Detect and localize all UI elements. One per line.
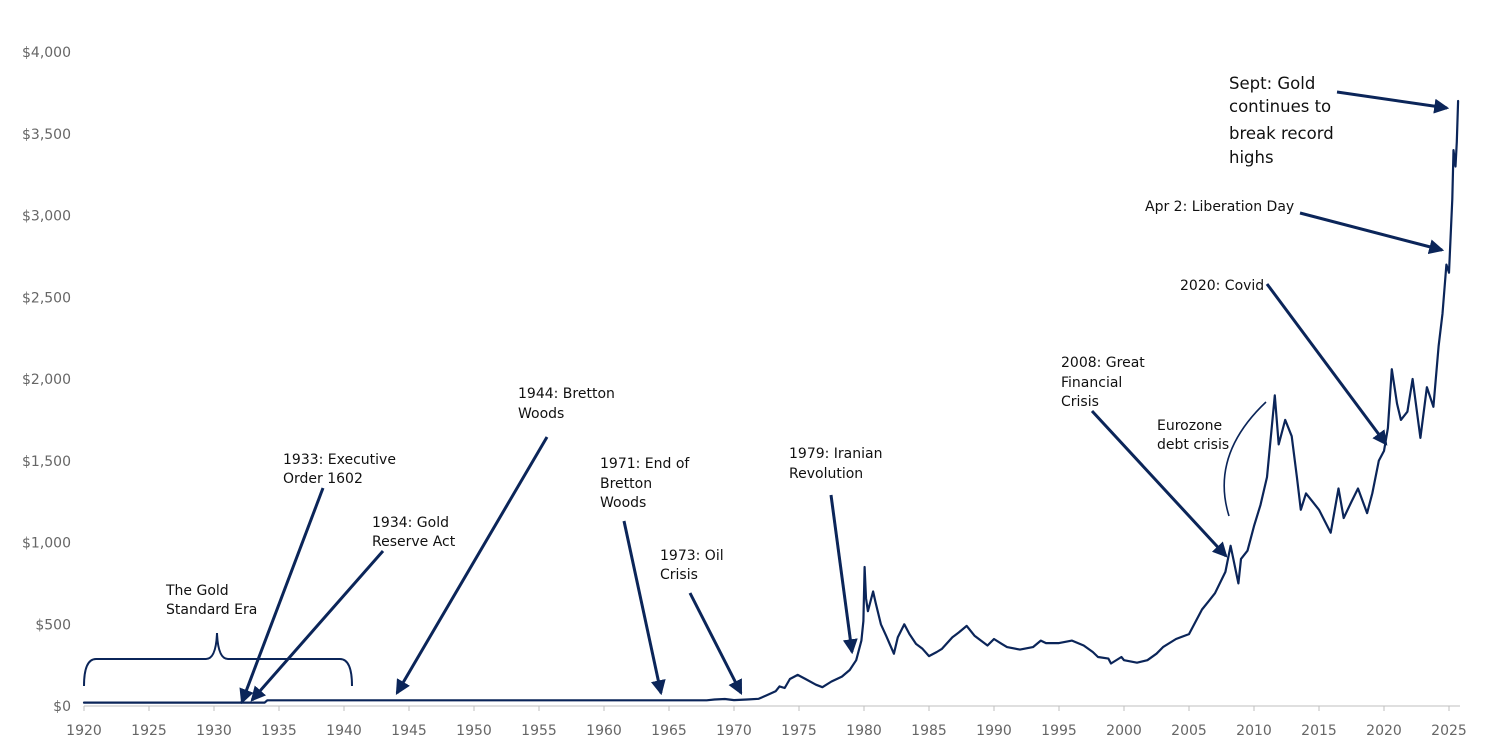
arrow-2008 [1090, 409, 1228, 558]
x-tick-label: 1950 [456, 723, 492, 739]
x-tick-label: 1930 [196, 723, 232, 739]
x-tick-label: 2005 [1171, 723, 1207, 739]
y-tick-label: $4,000 [22, 45, 71, 61]
annotation-1933-executive-order: 1933: Executive Order 1602 [283, 452, 400, 487]
y-tick-label: $2,500 [22, 290, 71, 306]
annotation-eurozone-debt-crisis: Eurozone debt crisis [1157, 418, 1229, 453]
annotation-1973-oil-crisis: 1973: Oil Crisis [660, 548, 728, 583]
x-tick-label: 1945 [391, 723, 427, 739]
x-tick-label: 1965 [651, 723, 687, 739]
x-tick-label: 1940 [326, 723, 362, 739]
x-tick-label: 2000 [1106, 723, 1142, 739]
y-tick-label: $0 [53, 699, 71, 715]
annotation-2008-financial-crisis: 2008: Great Financial Crisis [1061, 355, 1149, 410]
arrow-sept-record [1336, 90, 1450, 114]
y-tick-label: $3,500 [22, 127, 71, 143]
x-tick-label: 2010 [1236, 723, 1272, 739]
x-tick-label: 1960 [586, 723, 622, 739]
gold-standard-era-bracket [83, 632, 353, 687]
y-tick-label: $2,000 [22, 372, 71, 388]
x-tick-label: 1920 [66, 723, 102, 739]
arrow-1973 [688, 592, 743, 696]
x-tick-label: 1935 [261, 723, 297, 739]
x-tick-label: 1985 [911, 723, 947, 739]
annotation-sept-record-highs: Sept: Gold continues to break record hig… [1229, 74, 1339, 167]
annotation-gold-standard-era: The Gold Standard Era [165, 583, 257, 618]
y-tick-label: $1,000 [22, 536, 71, 552]
arrow-1934 [250, 550, 385, 702]
x-tick-label: 1990 [976, 723, 1012, 739]
x-tick-label: 2025 [1431, 723, 1467, 739]
arrow-1971 [622, 520, 666, 696]
x-tick-label: 1970 [716, 723, 752, 739]
x-tick-label: 2015 [1301, 723, 1337, 739]
arrow-1933 [239, 487, 325, 705]
annotation-arrows [239, 90, 1450, 705]
x-tick-label: 2020 [1366, 723, 1402, 739]
x-tick-label: 1980 [846, 723, 882, 739]
y-axis-ticks: $0 $500 $1,000 $1,500 $2,000 $2,500 $3,000 $3,5… [22, 45, 71, 715]
annotation-1979-iranian-revolution: 1979: Iranian Revolution [789, 446, 887, 482]
x-axis-ticks: 1920 1925 1930 1935 1940 1945 1950 1955 1960 1965… [66, 706, 1467, 739]
x-tick-label: 1925 [131, 723, 167, 739]
y-tick-label: $500 [35, 617, 71, 633]
x-tick-label: 1975 [781, 723, 817, 739]
arrow-liberation-day [1299, 211, 1445, 255]
arrow-1944 [395, 436, 549, 695]
x-tick-label: 1955 [521, 723, 557, 739]
y-tick-label: $3,000 [22, 209, 71, 225]
y-tick-label: $1,500 [22, 454, 71, 470]
x-tick-label: 1995 [1041, 723, 1077, 739]
annotation-liberation-day: Apr 2: Liberation Day [1145, 199, 1294, 215]
arrow-1979 [829, 494, 858, 655]
annotation-1934-gold-reserve-act: 1934: Gold Reserve Act [372, 515, 456, 550]
annotation-2020-covid: 2020: Covid [1180, 278, 1264, 294]
annotation-1971-end-of-bretton-woods: 1971: End of Bretton Woods [600, 456, 694, 511]
series-line-gold-price [82, 99, 1460, 704]
annotation-1944-bretton-woods: 1944: Bretton Woods [518, 386, 619, 422]
eurozone-curve [1223, 401, 1267, 517]
arrow-2020 [1265, 283, 1388, 446]
